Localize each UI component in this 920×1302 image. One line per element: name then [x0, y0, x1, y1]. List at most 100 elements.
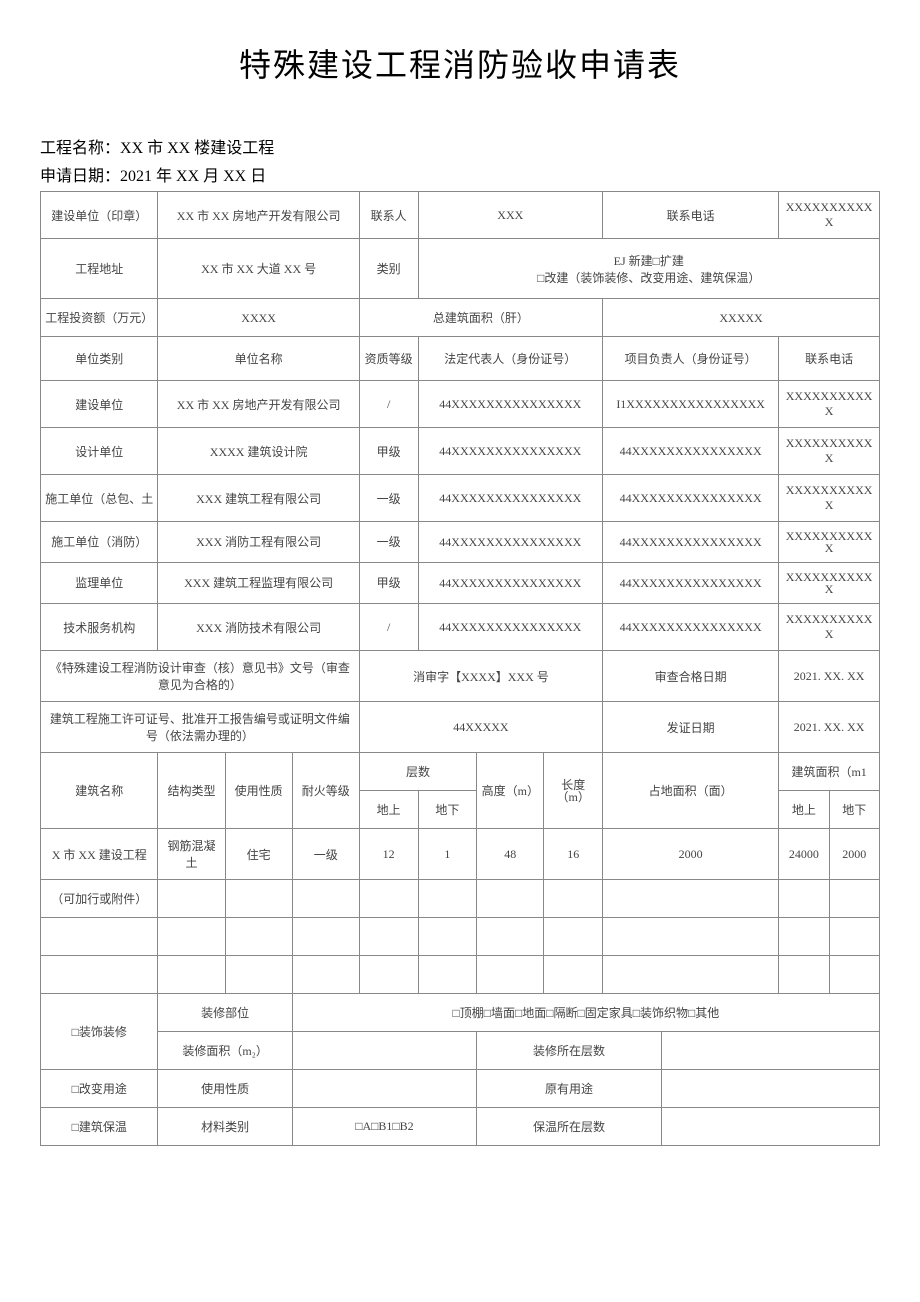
- bldg-name-header: 建筑名称: [41, 753, 158, 829]
- empty-cell: [225, 956, 292, 994]
- insul-mat-label: 材料类别: [158, 1108, 292, 1146]
- change-use-nature-value: [292, 1070, 477, 1108]
- unit-row-mgr: 44XXXXXXXXXXXXXXX: [603, 475, 779, 522]
- empty-cell: [779, 956, 829, 994]
- unit-row-qual: 一级: [359, 475, 418, 522]
- unit-row-legal: 44XXXXXXXXXXXXXXX: [418, 563, 603, 604]
- unit-row-qual: 一级: [359, 522, 418, 563]
- unit-row-name: XXX 消防工程有限公司: [158, 522, 359, 563]
- empty-cell: [779, 880, 829, 918]
- unit-row-tel: XXXXXXXXXXX: [779, 522, 880, 563]
- empty-cell: [477, 918, 544, 956]
- empty-cell: [603, 880, 779, 918]
- unit-row-name: XXX 消防技术有限公司: [158, 604, 359, 651]
- empty-cell: [544, 880, 603, 918]
- bldg-below-header: 地下: [418, 791, 477, 829]
- bldg-row-fire: 一级: [292, 829, 359, 880]
- empty-cell: [292, 956, 359, 994]
- empty-cell: [418, 918, 477, 956]
- unit-row-qual: 甲级: [359, 563, 418, 604]
- empty-cell: [158, 880, 225, 918]
- address-label: 工程地址: [41, 239, 158, 299]
- empty-cell: [779, 918, 829, 956]
- application-date-line: 申请日期：2021 年 XX 月 XX 日: [40, 164, 880, 190]
- bldg-struct-header: 结构类型: [158, 753, 225, 829]
- change-use-nature-label: 使用性质: [158, 1070, 292, 1108]
- unit-row-cat: 施工单位（总包、土: [41, 475, 158, 522]
- decor-part-value: □顶棚□墙面□地面□隔断□固定家具□装饰织物□其他: [292, 994, 879, 1032]
- unit-row-mgr: 44XXXXXXXXXXXXXXX: [603, 522, 779, 563]
- bldg-row-use: 住宅: [225, 829, 292, 880]
- address-value: XX 市 XX 大道 XX 号: [158, 239, 359, 299]
- project-name-line: 工程名称：XX 市 XX 楼建设工程: [40, 136, 880, 162]
- unit-row-cat: 监理单位: [41, 563, 158, 604]
- empty-cell: [418, 956, 477, 994]
- unit-row-cat: 建设单位: [41, 381, 158, 428]
- permit-label: 建筑工程施工许可证号、批准开工报告编号或证明文件编号（依法需办理的）: [41, 702, 360, 753]
- bldg-row-name: X 市 XX 建设工程: [41, 829, 158, 880]
- change-use-orig-value: [661, 1070, 879, 1108]
- empty-cell: [829, 918, 879, 956]
- dev-unit-label: 建设单位（印章）: [41, 192, 158, 239]
- qual-header: 资质等级: [359, 337, 418, 381]
- unit-row-qual: /: [359, 381, 418, 428]
- empty-cell: [158, 918, 225, 956]
- empty-cell: [544, 956, 603, 994]
- unit-row-mgr: 44XXXXXXXXXXXXXXX: [603, 563, 779, 604]
- empty-cell: [418, 880, 477, 918]
- contact-value: XXX: [418, 192, 603, 239]
- unit-row-cat: 技术服务机构: [41, 604, 158, 651]
- unit-row-mgr: I1XXXXXXXXXXXXXXXX: [603, 381, 779, 428]
- category-value: EJ 新建□扩建 □改建（装饰装修、改变用途、建筑保温）: [418, 239, 879, 299]
- investment-value: XXXX: [158, 299, 359, 337]
- unit-row-qual: /: [359, 604, 418, 651]
- decor-area-label: 装修面积（m₂）: [158, 1032, 292, 1070]
- empty-cell: [829, 956, 879, 994]
- empty-cell: [359, 918, 418, 956]
- bldg-fire-header: 耐火等级: [292, 753, 359, 829]
- bldg-area-header: 建筑面积（m1: [779, 753, 880, 791]
- unit-row-tel: XXXXXXXXXXX: [779, 428, 880, 475]
- bldg-use-header: 使用性质: [225, 753, 292, 829]
- empty-cell: [603, 956, 779, 994]
- empty-cell: [225, 880, 292, 918]
- insul-floor-label: 保温所在层数: [477, 1108, 662, 1146]
- decor-floor-value: [661, 1032, 879, 1070]
- contact-label: 联系人: [359, 192, 418, 239]
- decor-part-label: 装修部位: [158, 994, 292, 1032]
- approval-date-value: 2021. XX. XX: [779, 651, 880, 702]
- unit-row-legal: 44XXXXXXXXXXXXXXX: [418, 381, 603, 428]
- bldg-row-length: 16: [544, 829, 603, 880]
- category-label: 类别: [359, 239, 418, 299]
- bldg-floors-header: 层数: [359, 753, 476, 791]
- empty-cell: [603, 918, 779, 956]
- insul-mat-value: □A□B1□B2: [292, 1108, 477, 1146]
- approval-date-label: 审查合格日期: [603, 651, 779, 702]
- unit-row-tel: XXXXXXXXXXX: [779, 381, 880, 428]
- approval-doc-label: 《特殊建设工程消防设计审查（核）意见书》文号（审查意见为合格的）: [41, 651, 360, 702]
- bldg-row-height: 48: [477, 829, 544, 880]
- unit-row-name: XXX 建筑工程有限公司: [158, 475, 359, 522]
- bldg-row-struct: 钢筋混凝土: [158, 829, 225, 880]
- empty-cell: [158, 956, 225, 994]
- dev-unit-value: XX 市 XX 房地产开发有限公司: [158, 192, 359, 239]
- bldg-row-below: 1: [418, 829, 477, 880]
- unit-row-legal: 44XXXXXXXXXXXXXXX: [418, 428, 603, 475]
- legal-rep-header: 法定代表人（身份证号）: [418, 337, 603, 381]
- unit-row-tel: XXXXXXXXXXX: [779, 475, 880, 522]
- bldg-length-header: 长度（m）: [544, 753, 603, 829]
- unit-phone-header: 联系电话: [779, 337, 880, 381]
- investment-label: 工程投资额（万元）: [41, 299, 158, 337]
- change-use-orig-label: 原有用途: [477, 1070, 662, 1108]
- application-table: 建设单位（印章） XX 市 XX 房地产开发有限公司 联系人 XXX 联系电话 …: [40, 191, 880, 1146]
- unit-row-mgr: 44XXXXXXXXXXXXXXX: [603, 604, 779, 651]
- permit-value: 44XXXXX: [359, 702, 602, 753]
- total-area-label: 总建筑面积（肝）: [359, 299, 602, 337]
- change-use-label: □改变用途: [41, 1070, 158, 1108]
- empty-cell: [292, 918, 359, 956]
- total-area-value: XXXXX: [603, 299, 880, 337]
- project-name-value: XX 市 XX 楼建设工程: [120, 140, 274, 157]
- empty-cell: [41, 918, 158, 956]
- unit-row-cat: 施工单位（消防）: [41, 522, 158, 563]
- decor-area-value: [292, 1032, 477, 1070]
